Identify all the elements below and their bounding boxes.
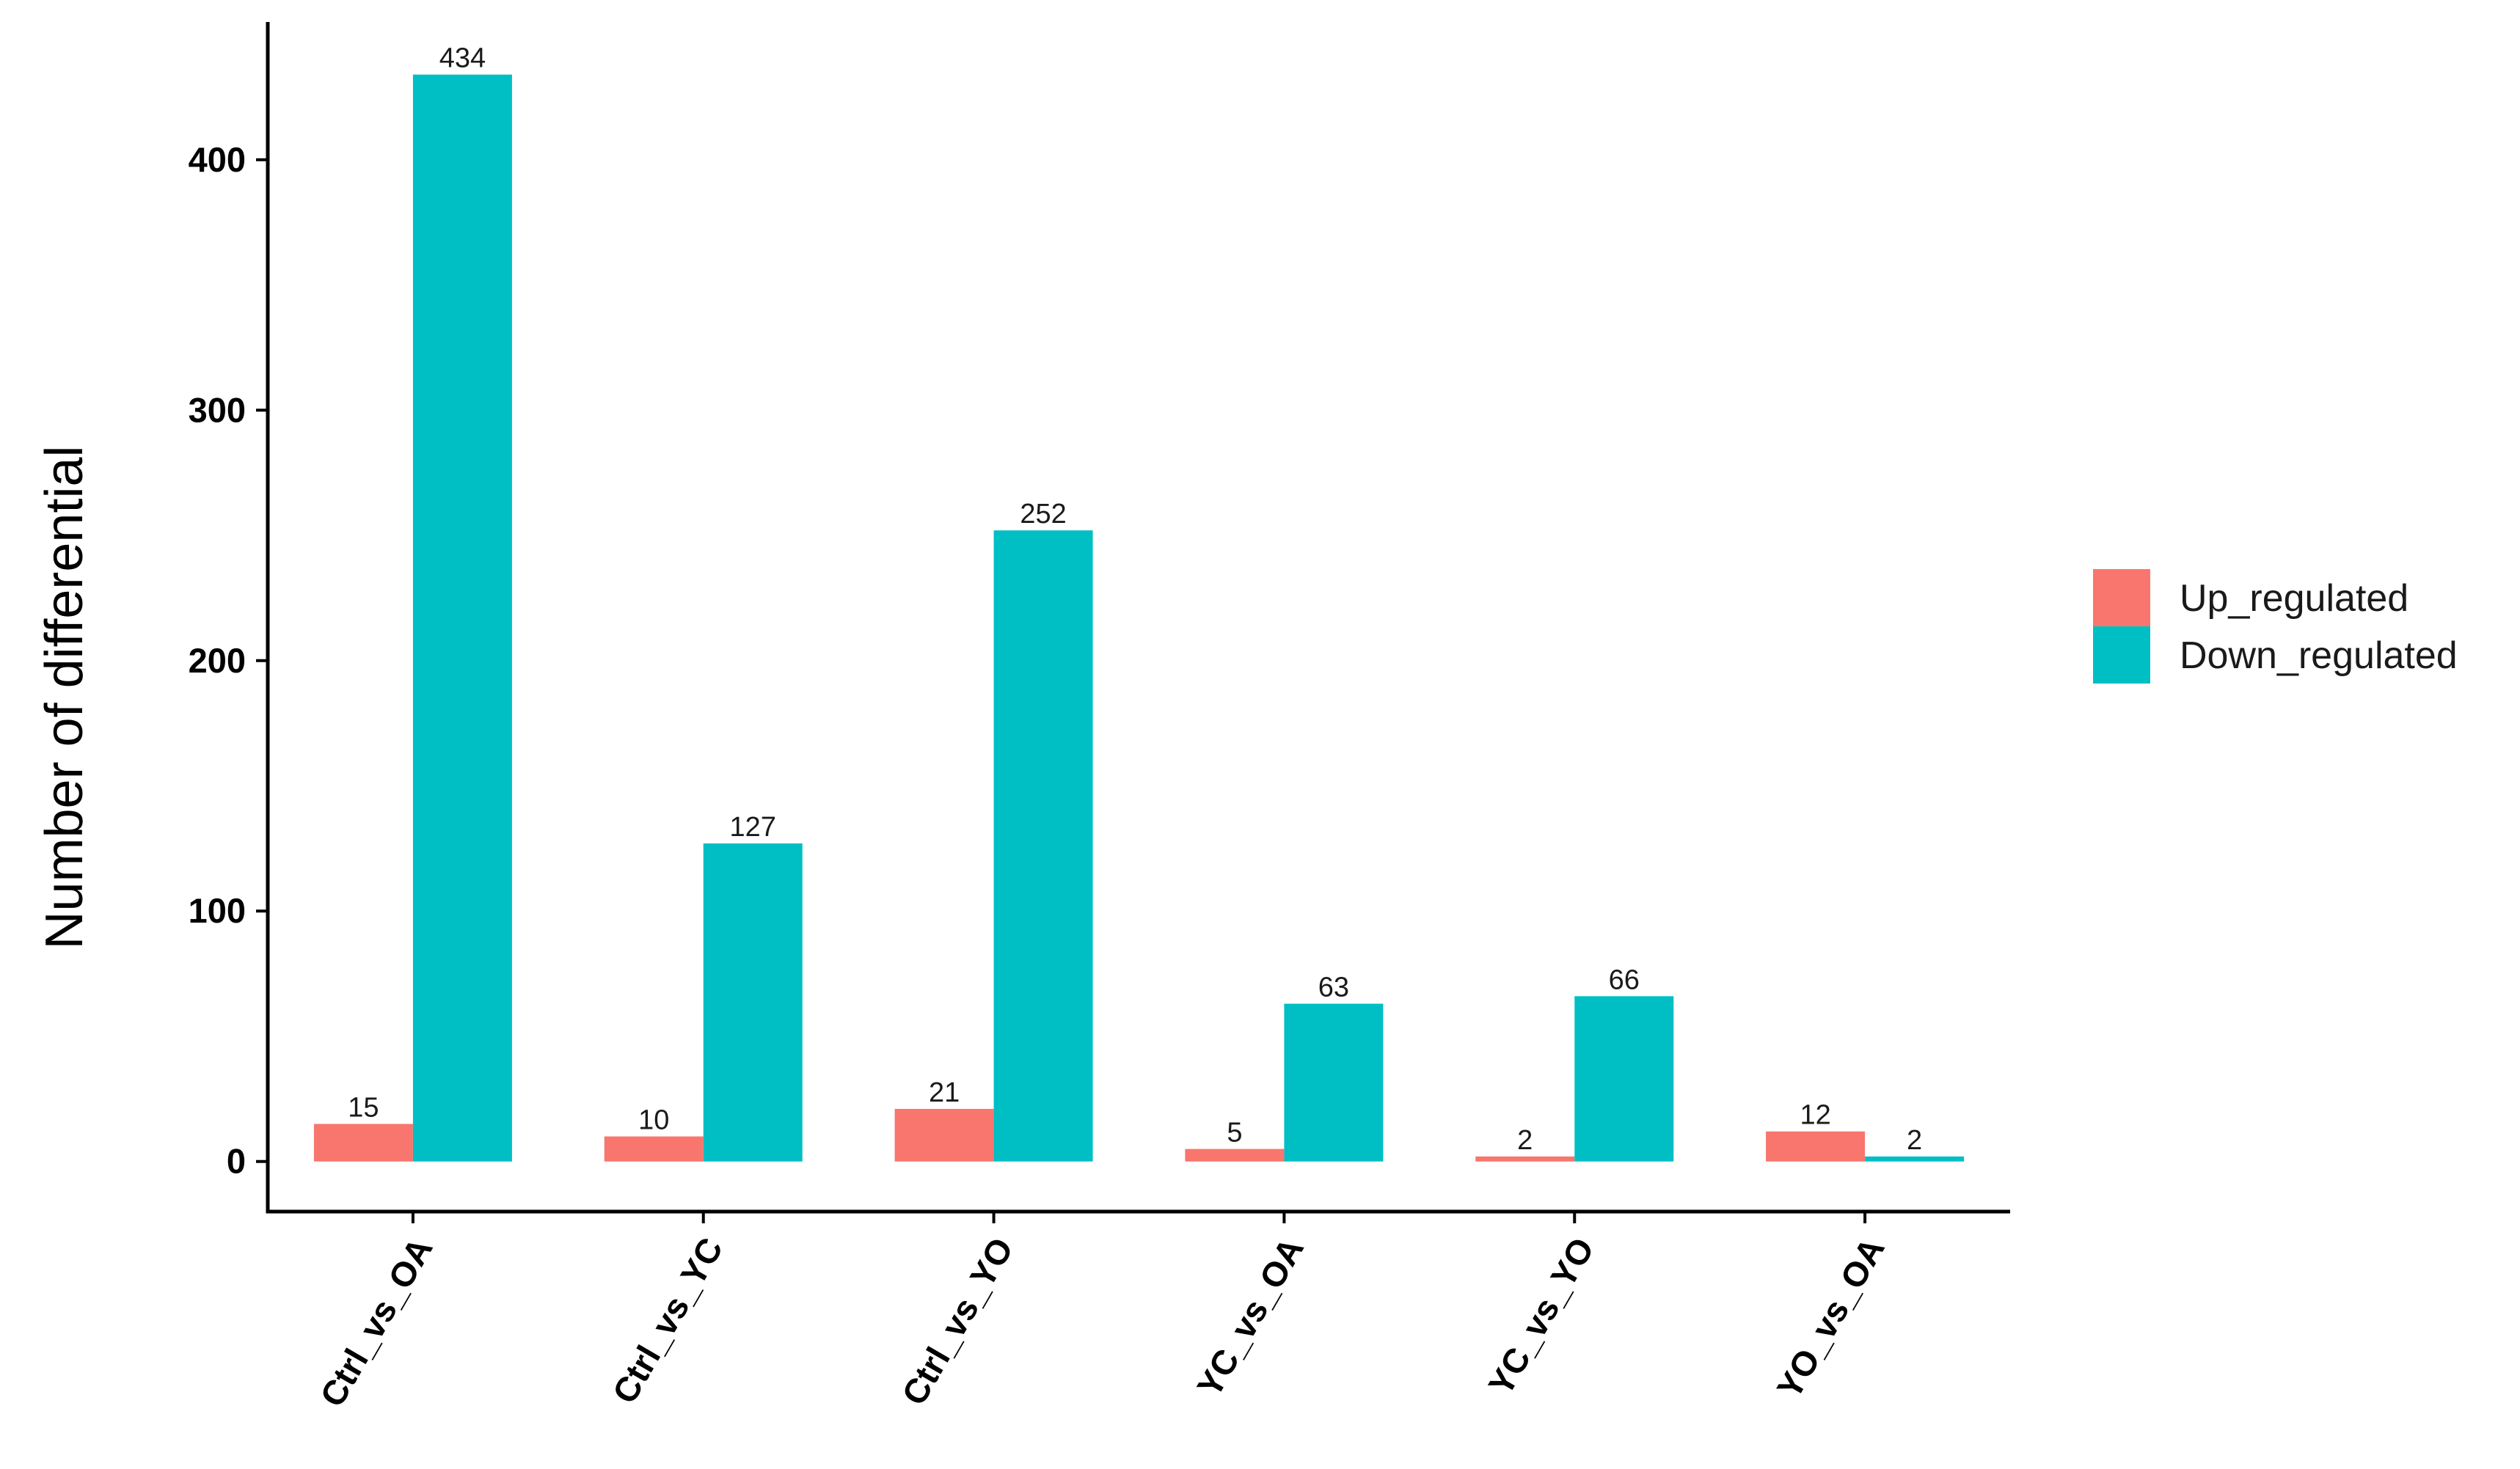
y-tick-label: 200 (189, 641, 246, 680)
y-axis-title: Number of differential (35, 445, 94, 949)
bar-up-regulated (1475, 1156, 1575, 1162)
bar-down-regulated (1574, 996, 1674, 1162)
legend-label: Down_regulated (2180, 634, 2458, 677)
data-label: 252 (1020, 499, 1066, 530)
bar-up-regulated (894, 1108, 994, 1162)
x-tick-label: YC_vs_YO (1480, 1231, 1602, 1402)
x-tick-label: YC_vs_OA (1189, 1231, 1311, 1404)
y-tick-label: 0 (227, 1142, 246, 1181)
y-tick-label: 400 (189, 140, 246, 179)
x-tick-label: YO_vs_OA (1769, 1231, 1891, 1405)
bar-down-regulated (703, 843, 803, 1162)
data-label: 434 (439, 43, 486, 74)
y-tick-label: 300 (189, 390, 246, 429)
data-label: 12 (1800, 1100, 1830, 1131)
bars (313, 74, 1965, 1162)
bar-up-regulated (313, 1124, 413, 1162)
data-label: 2 (1517, 1125, 1533, 1156)
bar-down-regulated (1284, 1003, 1384, 1162)
legend-key-up-regulated (2093, 569, 2150, 626)
data-label: 5 (1227, 1118, 1242, 1149)
data-label: 10 (638, 1105, 669, 1136)
data-labels: 15 434 10 127 21 252 5 63 2 66 12 2 (348, 43, 1922, 1156)
data-label: 66 (1609, 964, 1640, 995)
bar-down-regulated (993, 530, 1093, 1162)
data-label: 127 (730, 812, 776, 843)
legend: Up_regulated Down_regulated (2093, 569, 2458, 684)
bar-up-regulated (1185, 1149, 1285, 1162)
axes: Number of differential (35, 22, 2010, 1214)
bar-up-regulated (1766, 1131, 1866, 1162)
x-tick-label: Ctrl_vs_YO (894, 1231, 1021, 1412)
y-tick-label: 100 (189, 891, 246, 930)
data-label: 15 (348, 1092, 379, 1123)
data-label: 63 (1318, 972, 1349, 1003)
x-tick-label: Ctrl_vs_YC (605, 1231, 730, 1410)
bar-up-regulated (604, 1136, 704, 1162)
bar-down-regulated (1865, 1156, 1965, 1162)
x-tick-label: Ctrl_vs_OA (313, 1231, 440, 1413)
legend-key-down-regulated (2093, 626, 2150, 684)
bar-down-regulated (412, 74, 512, 1162)
data-label: 21 (929, 1077, 960, 1108)
data-label: 2 (1907, 1125, 1922, 1156)
legend-label: Up_regulated (2180, 577, 2408, 620)
